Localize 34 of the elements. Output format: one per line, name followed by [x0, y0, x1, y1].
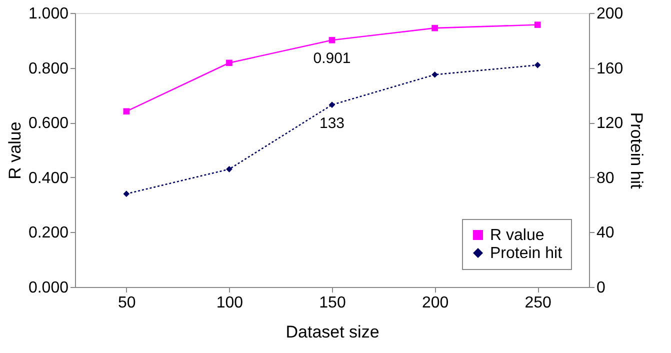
- point: [328, 102, 336, 108]
- y-tick-label: 0.400: [28, 170, 69, 187]
- y2-tick-label: 40: [596, 224, 614, 242]
- point: [226, 60, 232, 66]
- legend-label: R value: [490, 227, 544, 244]
- point: [534, 62, 541, 68]
- x-tick-label: 100: [216, 294, 244, 312]
- point: [328, 36, 336, 44]
- x-axis-title: Dataset size: [286, 322, 380, 342]
- data-label: 133: [319, 114, 345, 132]
- x-tick-label: 150: [319, 294, 346, 312]
- legend-label: Protein hit: [490, 245, 563, 262]
- y2-tick-label: 120: [596, 115, 624, 132]
- y2-tick-label: 200: [596, 6, 624, 22]
- point: [123, 190, 130, 197]
- x-tick-label: 250: [524, 294, 552, 312]
- y-tick-label: 0.200: [28, 224, 69, 242]
- y2-axis-title: Protein hit: [627, 112, 646, 190]
- y2-tick-label: 160: [596, 60, 624, 78]
- point: [123, 108, 130, 115]
- data-label: 0.901: [313, 50, 351, 68]
- y-axis-title: R value: [5, 122, 24, 180]
- y-tick-label: 0.800: [28, 60, 69, 78]
- y-tick-label: 0.600: [28, 115, 69, 132]
- y-tick-label: 1.000: [28, 6, 69, 22]
- point: [432, 71, 438, 78]
- point: [534, 22, 541, 28]
- y2-tick-label: 0: [596, 280, 606, 296]
- point: [432, 24, 438, 32]
- y-tick-label: 0.000: [28, 280, 69, 296]
- x-tick-label: 200: [422, 294, 449, 312]
- y2-tick-label: 80: [596, 170, 614, 187]
- point: [226, 166, 232, 172]
- x-tick-label: 50: [118, 294, 136, 312]
